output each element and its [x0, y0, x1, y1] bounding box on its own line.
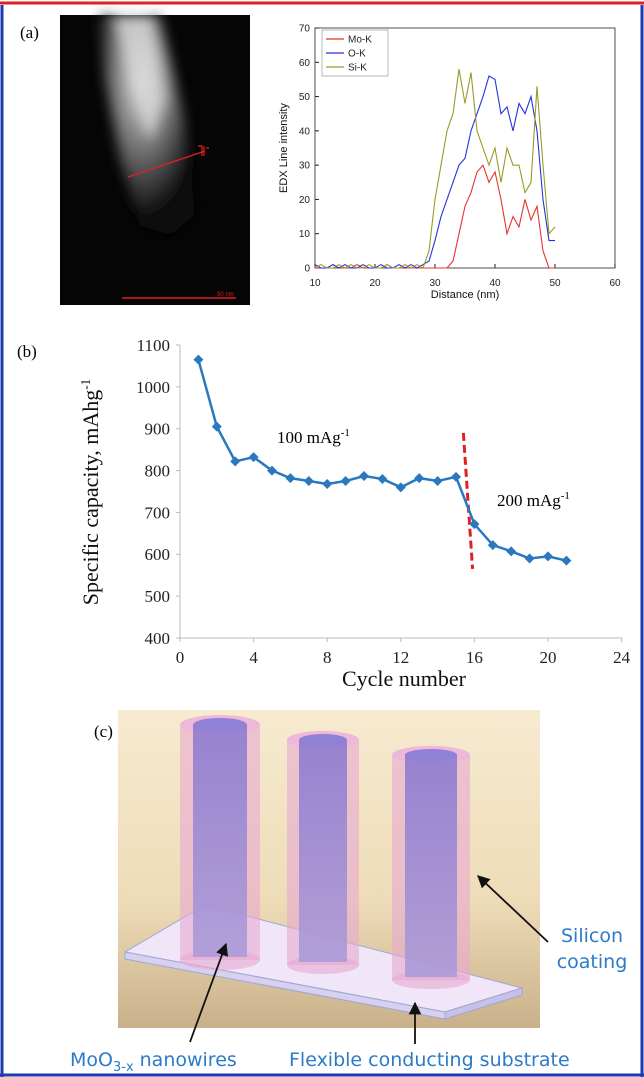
annotation-text: 100 mAg [277, 428, 341, 447]
x-tick-label: 0 [176, 648, 185, 667]
point [248, 452, 259, 463]
x-tick-label: 12 [392, 648, 409, 667]
series-line [314, 69, 556, 269]
point [561, 555, 572, 566]
y-tick-label: 50 [299, 92, 311, 103]
x-axis-label: Distance (nm) [431, 289, 499, 301]
series-line [315, 164, 555, 269]
annotation: 200 mAg-1 [497, 490, 570, 510]
x-tick-label: 8 [323, 648, 332, 667]
nanowire-image [100, 15, 195, 235]
point [543, 551, 553, 562]
y-tick-label: 800 [145, 462, 171, 481]
x-tick-label: 20 [540, 648, 557, 667]
point [524, 553, 535, 564]
annotation-sup: -1 [561, 490, 570, 502]
x-tick-label: 16 [466, 648, 483, 667]
point [432, 476, 443, 487]
x-tick-label: 40 [489, 278, 501, 289]
y-tick-label: 600 [145, 545, 171, 564]
silicon-label: Silicon coating [557, 925, 628, 973]
chart: 0 4 8 12 16 20 24 400 500 600 700 800 900 1000 1100 Cyc… [78, 336, 631, 691]
point [267, 465, 277, 476]
y-tick-label: 20 [299, 195, 311, 206]
point [193, 354, 204, 365]
y-tick-label: 0 [304, 264, 310, 275]
y-axis-label: EDX Line intensity [278, 103, 290, 193]
formula-subscript: 3-x [113, 1060, 134, 1075]
formula: MoO [70, 1049, 113, 1071]
x-tick-label: 24 [613, 648, 631, 667]
nanowire-cylinders [180, 715, 470, 989]
y-tick-label: 40 [299, 126, 311, 137]
substrate-label: Flexible conducting substrate [289, 1049, 570, 1071]
point [230, 456, 241, 467]
point [487, 540, 498, 551]
x-tick-label: 30 [429, 278, 441, 289]
panel-label: (a) [20, 23, 39, 42]
scan-marker [198, 145, 209, 156]
legend-label: Si-K [348, 63, 367, 74]
label-text: nanowires [140, 1049, 237, 1071]
y-label-text: Specific capacity, mAhg [78, 390, 103, 605]
annotation-text: 200 mAg [497, 491, 561, 510]
annotation-sup: -1 [341, 427, 350, 439]
point [377, 473, 388, 484]
annotation: 100 mAg-1 [277, 427, 350, 447]
point [340, 476, 351, 487]
legend-label: Mo-K [348, 35, 372, 46]
reference-line [461, 432, 475, 570]
scale-label: 50 nm [217, 292, 234, 298]
x-axis-label: Cycle number [342, 666, 467, 691]
point [303, 476, 314, 487]
point [451, 471, 461, 482]
point [211, 421, 222, 432]
label-line: coating [557, 951, 628, 973]
y-tick-label: 30 [299, 161, 311, 172]
x-tick-label: 10 [309, 278, 321, 289]
series-line [314, 75, 555, 269]
y-tick-label: 60 [299, 58, 311, 69]
point [395, 482, 406, 493]
chart: 10 20 30 40 50 60 0 10 20 30 40 50 60 70 Distance (nm)… [278, 24, 621, 302]
point [414, 473, 425, 484]
point [469, 519, 480, 530]
scan-line [127, 150, 206, 178]
y-label-sup: -1 [78, 379, 93, 390]
y-tick-label: 10 [299, 229, 311, 240]
point [359, 471, 369, 482]
y-tick-label: 700 [145, 503, 171, 522]
y-axis-label: Specific capacity, mAhg-1 [78, 379, 103, 605]
x-tick-label: 4 [249, 648, 258, 667]
y-tick-label: 1000 [136, 378, 170, 397]
nanowires-label: MoO3-x nanowires [70, 1049, 237, 1075]
arrow [477, 875, 549, 943]
x-tick-label: 60 [609, 278, 621, 289]
panel-label: (c) [94, 722, 113, 741]
x-tick-label: 20 [369, 278, 381, 289]
y-tick-label: 400 [145, 629, 171, 648]
panel-label: (b) [17, 342, 37, 361]
point [506, 546, 517, 557]
y-tick-label: 70 [299, 24, 311, 35]
x-tick-label: 50 [549, 278, 561, 289]
label-line: Silicon [561, 925, 623, 947]
legend-label: O-K [348, 49, 366, 60]
point [285, 473, 296, 484]
plot-frame [314, 27, 616, 269]
y-label-text: EDX Line intensity [278, 103, 290, 193]
point [322, 478, 333, 489]
arrow [189, 942, 229, 1043]
y-tick-label: 900 [145, 420, 171, 439]
y-tick-label: 500 [145, 587, 171, 606]
y-tick-label: 1100 [137, 336, 170, 355]
